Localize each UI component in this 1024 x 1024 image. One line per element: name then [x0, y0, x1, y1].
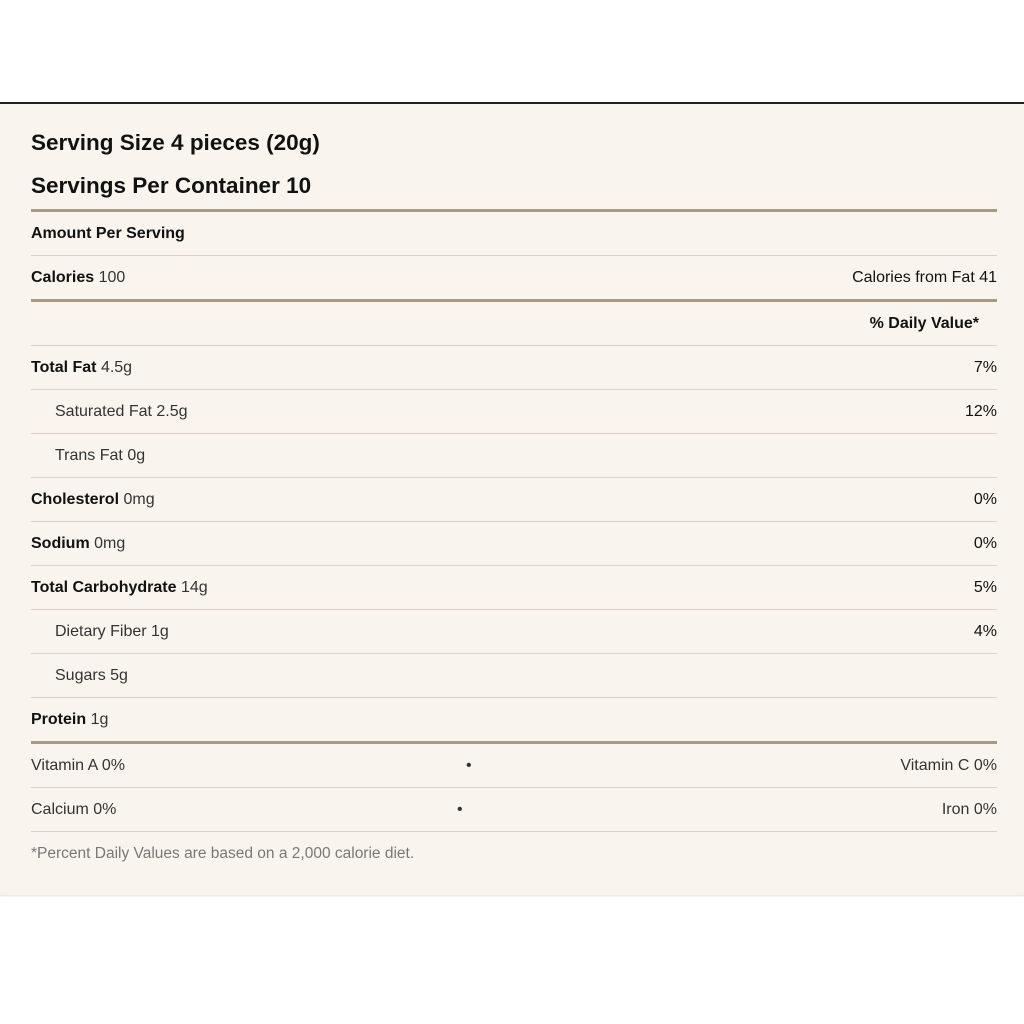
- nutrient-dv: 4%: [973, 623, 997, 640]
- nutrient-amount: 0mg: [123, 491, 155, 508]
- calcium: Calcium 0%: [31, 801, 117, 818]
- amount-label: Amount Per Serving: [31, 225, 185, 242]
- divider: [31, 209, 997, 212]
- nutrient-amount: 14g: [180, 579, 208, 596]
- nutrient-label: Saturated Fat: [55, 403, 152, 420]
- daily-value-header-row: % Daily Value*: [31, 302, 997, 346]
- nutrient-row-total-fat: Total Fat 4.5g 7%: [31, 346, 997, 390]
- nutrient-row-cholesterol: Cholesterol 0mg 0%: [31, 478, 997, 522]
- nutrient-row-dietary-fiber: Dietary Fiber 1g 4%: [31, 610, 997, 654]
- nutrient-amount: 1g: [151, 623, 169, 640]
- nutrient-dv: 5%: [973, 579, 997, 596]
- bullet-separator: •: [466, 757, 472, 774]
- footnote: *Percent Daily Values are based on a 2,0…: [31, 845, 415, 862]
- vitamin-a: Vitamin A 0%: [31, 757, 125, 774]
- nutrient-amount: 1g: [90, 711, 109, 728]
- calories-row: Calories 100 Calories from Fat 41: [31, 256, 997, 302]
- nutrient-label: Sodium: [31, 535, 90, 552]
- nutrient-label: Total Fat: [31, 359, 97, 376]
- vitamin-c: Vitamin C 0%: [900, 757, 997, 774]
- nutrient-label: Sugars: [55, 667, 106, 684]
- nutrient-row-sugars: Sugars 5g: [31, 654, 997, 698]
- nutrient-label: Protein: [31, 711, 87, 728]
- nutrient-label: Total Carbohydrate: [31, 579, 177, 596]
- nutrient-amount: 4.5g: [100, 359, 133, 376]
- serving-size: Serving Size 4 pieces (20g): [31, 130, 320, 155]
- daily-value-header: % Daily Value*: [869, 315, 979, 332]
- nutrient-row-sodium: Sodium 0mg 0%: [31, 522, 997, 566]
- bullet-separator: •: [457, 801, 463, 818]
- nutrient-row-saturated-fat: Saturated Fat 2.5g 12%: [31, 390, 997, 434]
- nutrient-label: Cholesterol: [31, 491, 120, 508]
- nutrient-row-total-carbohydrate: Total Carbohydrate 14g 5%: [31, 566, 997, 610]
- servings-per-container: Servings Per Container 10: [31, 173, 312, 198]
- nutrient-amount: 2.5g: [156, 403, 188, 420]
- nutrient-dv: 12%: [964, 403, 997, 420]
- calories-label: Calories: [31, 269, 95, 286]
- nutrient-amount: 0mg: [94, 535, 126, 552]
- vitamin-row: Vitamin A 0% • Vitamin C 0%: [31, 744, 997, 788]
- nutrient-label: Dietary Fiber: [55, 623, 147, 640]
- nutrient-amount: 5g: [110, 667, 128, 684]
- calories-from-fat: Calories from Fat 41: [852, 269, 997, 286]
- nutrient-dv: 0%: [973, 491, 997, 508]
- amount-per-serving: Amount Per Serving: [31, 212, 997, 256]
- nutrient-amount: 0g: [127, 447, 146, 464]
- mineral-row: Calcium 0% • Iron 0%: [31, 788, 997, 832]
- nutrition-facts-panel: Serving Size 4 pieces (20g) Servings Per…: [0, 102, 1024, 895]
- nutrient-dv: 7%: [973, 359, 997, 376]
- nutrient-dv: 0%: [973, 535, 997, 552]
- nutrient-label: Trans Fat: [55, 447, 123, 464]
- calories-value: 100: [98, 269, 126, 286]
- nutrient-row-protein: Protein 1g: [31, 698, 997, 744]
- nutrient-row-trans-fat: Trans Fat 0g: [31, 434, 997, 478]
- iron: Iron 0%: [941, 801, 997, 818]
